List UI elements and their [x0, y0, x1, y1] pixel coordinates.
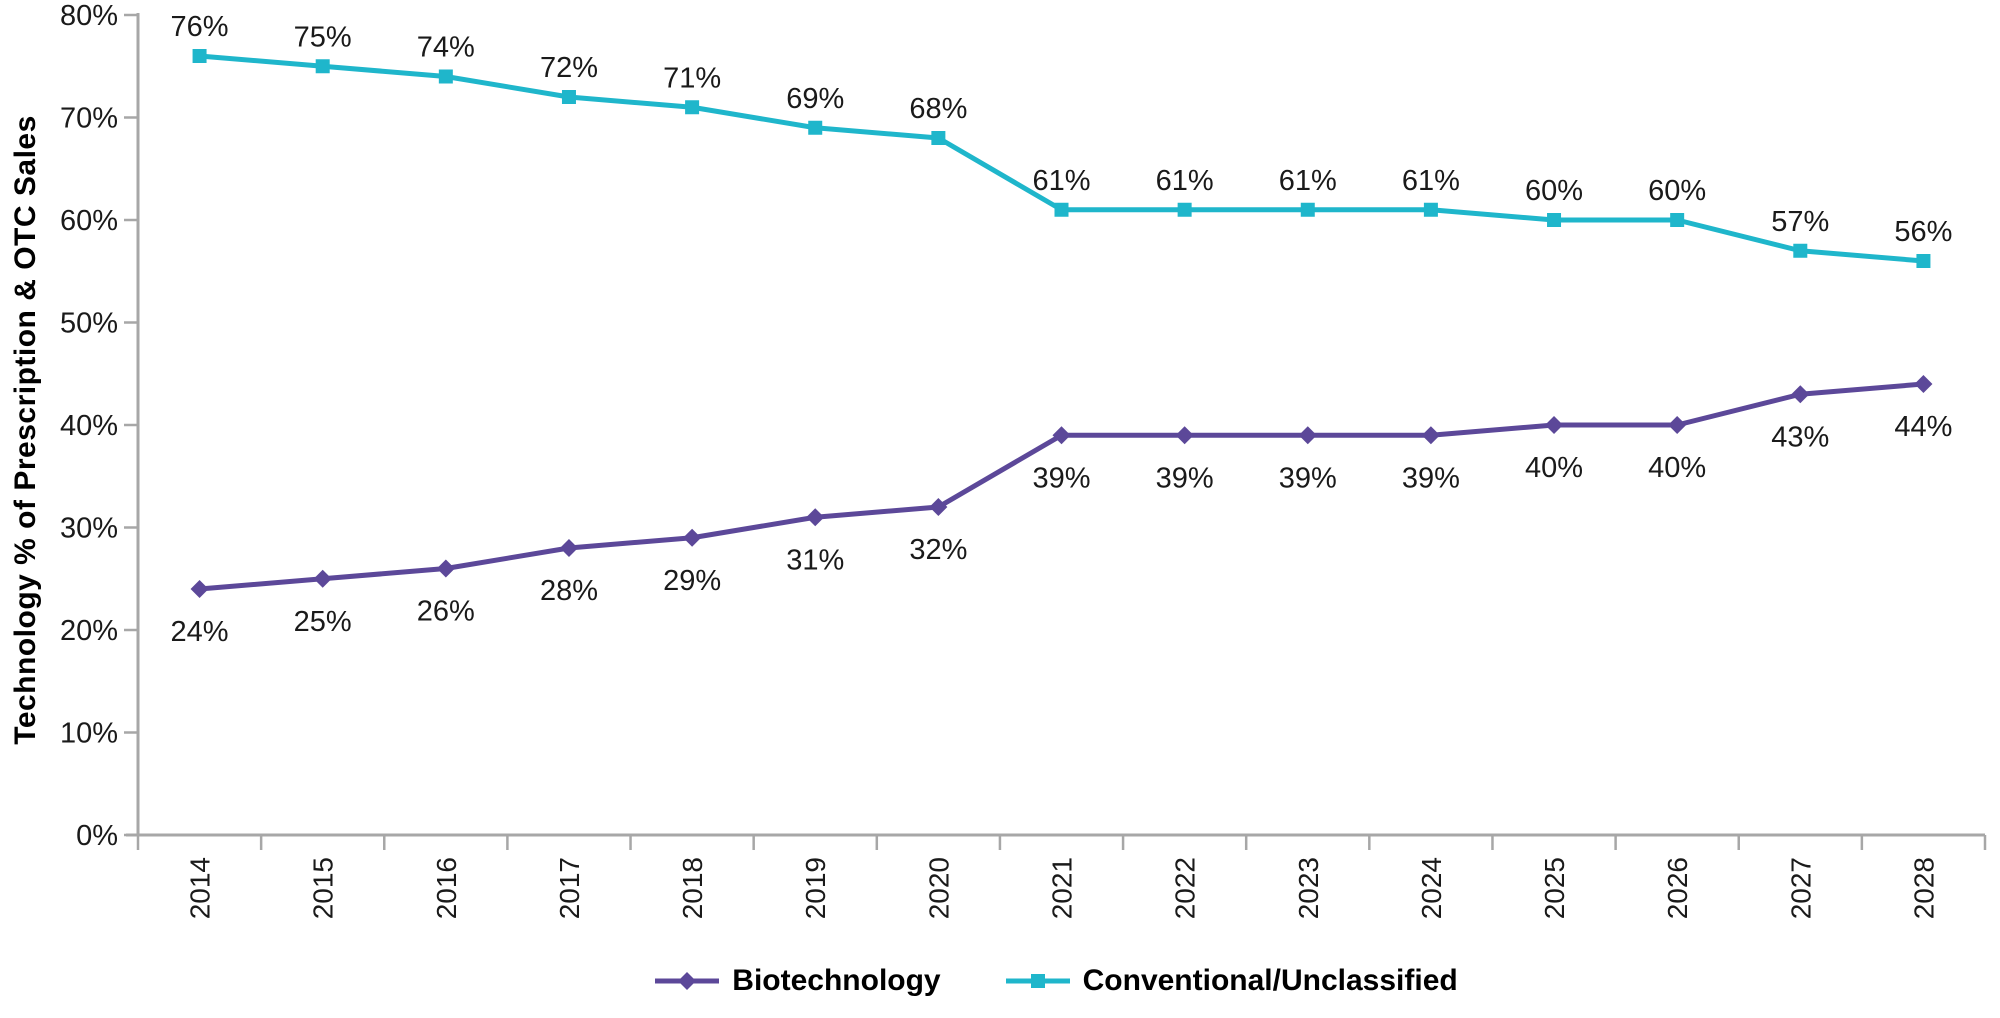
diamond-marker — [929, 498, 948, 516]
y-tick-label: 70% — [60, 103, 118, 135]
x-category-label: 2025 — [1539, 857, 1570, 919]
legend-label-conventional: Conventional/Unclassified — [1082, 964, 1458, 997]
data-label: 28% — [540, 575, 598, 607]
x-category-label: 2028 — [1908, 857, 1939, 919]
square-marker — [1547, 213, 1562, 227]
x-category-label: 2020 — [923, 857, 954, 919]
y-tick-label: 40% — [60, 410, 118, 442]
y-tick-label: 20% — [60, 615, 118, 647]
y-tick-label: 60% — [60, 205, 118, 237]
x-category-label: 2021 — [1047, 857, 1078, 919]
data-label: 72% — [540, 52, 598, 84]
data-label: 40% — [1648, 452, 1706, 484]
diamond-marker — [559, 539, 578, 557]
diamond-marker — [1298, 426, 1317, 445]
x-category-label: 2024 — [1416, 857, 1447, 919]
y-tick-label: 30% — [60, 513, 118, 545]
diamond-marker — [1668, 416, 1687, 434]
data-label: 25% — [294, 606, 352, 638]
diamond-marker — [1052, 426, 1071, 445]
data-label: 39% — [1156, 462, 1214, 494]
y-tick-label: 80% — [60, 0, 118, 32]
data-label: 40% — [1525, 452, 1583, 484]
data-label: 32% — [909, 534, 967, 566]
square-marker — [561, 90, 576, 104]
square-marker — [1670, 213, 1685, 227]
square-marker — [1916, 254, 1931, 268]
data-label: 60% — [1525, 175, 1583, 207]
data-label: 61% — [1032, 165, 1090, 197]
data-label: 61% — [1156, 165, 1214, 197]
conventional-line-square-icon — [1005, 971, 1071, 991]
x-category-label: 2026 — [1662, 857, 1693, 919]
square-marker — [1300, 202, 1315, 217]
y-tick-label: 10% — [60, 718, 118, 750]
diamond-marker — [1914, 375, 1933, 393]
square-marker — [438, 69, 453, 84]
x-category-label: 2022 — [1170, 857, 1201, 919]
diamond-marker — [806, 508, 825, 527]
x-category-label: 2017 — [554, 857, 585, 919]
x-category-label: 2019 — [800, 857, 831, 919]
data-label: 44% — [1894, 411, 1952, 443]
square-marker — [192, 49, 207, 63]
square-marker — [1054, 202, 1069, 217]
data-label: 60% — [1648, 175, 1706, 207]
data-label: 71% — [663, 62, 721, 94]
data-label: 76% — [171, 11, 229, 43]
data-label: 39% — [1279, 462, 1337, 494]
x-category-label: 2015 — [308, 857, 339, 919]
diamond-marker — [313, 569, 332, 588]
data-label: 61% — [1402, 165, 1460, 197]
data-label: 75% — [294, 21, 352, 53]
y-tick-label: 0% — [76, 820, 118, 852]
square-marker — [1793, 243, 1808, 258]
data-label: 57% — [1771, 206, 1829, 238]
data-label: 69% — [786, 83, 844, 115]
legend-label-biotechnology: Biotechnology — [732, 964, 941, 997]
data-label: 39% — [1032, 462, 1090, 494]
diamond-marker — [190, 580, 209, 598]
legend-item-conventional: Conventional/Unclassified — [1005, 964, 1458, 998]
data-label: 26% — [417, 596, 475, 628]
diamond-marker — [1175, 426, 1194, 445]
square-marker — [1177, 202, 1192, 217]
data-label: 39% — [1402, 462, 1460, 494]
x-category-label: 2023 — [1293, 857, 1324, 919]
data-label: 56% — [1894, 216, 1952, 248]
square-marker — [1423, 202, 1438, 217]
data-label: 74% — [417, 32, 475, 64]
diamond-marker — [1421, 426, 1440, 445]
data-label: 31% — [786, 544, 844, 576]
data-label: 61% — [1279, 165, 1337, 197]
x-category-label: 2016 — [431, 857, 462, 919]
legend-item-biotechnology: Biotechnology — [654, 964, 941, 998]
square-marker — [931, 131, 946, 145]
square-marker — [685, 100, 700, 115]
data-label: 68% — [909, 93, 967, 125]
square-marker — [315, 59, 330, 74]
square-marker — [808, 120, 823, 135]
diamond-marker — [1545, 416, 1564, 434]
data-label: 29% — [663, 565, 721, 597]
x-category-label: 2014 — [185, 857, 216, 919]
biotechnology-line-diamond-icon — [654, 971, 720, 991]
diamond-marker — [683, 528, 702, 547]
data-label: 43% — [1771, 421, 1829, 453]
diamond-marker — [436, 559, 455, 578]
chart-legend: Biotechnology Conventional/Unclassified — [56, 964, 2000, 998]
x-category-label: 2018 — [677, 857, 708, 919]
diamond-marker — [1791, 385, 1810, 404]
series-line-conventional-unclassified — [197, 53, 1926, 264]
y-tick-label: 50% — [60, 308, 118, 340]
y-axis-title: Technology % of Prescription & OTC Sales — [9, 115, 42, 745]
x-category-label: 2027 — [1785, 857, 1816, 919]
data-label: 24% — [171, 616, 229, 648]
